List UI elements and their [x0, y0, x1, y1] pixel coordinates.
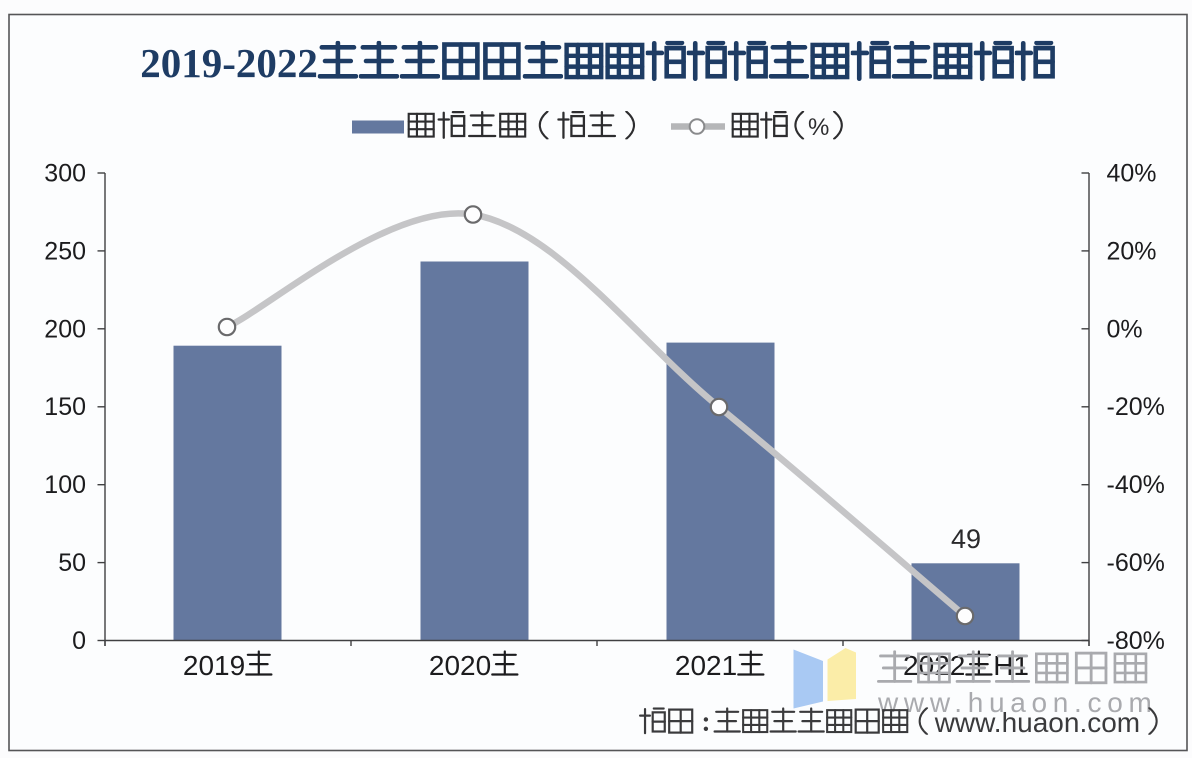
svg-text:0: 0 [72, 627, 86, 655]
svg-text:2021: 2021 [675, 650, 737, 681]
svg-text:20%: 20% [1107, 237, 1157, 265]
svg-text:49: 49 [951, 524, 981, 554]
svg-text:40%: 40% [1107, 160, 1157, 188]
svg-text:-80%: -80% [1107, 627, 1165, 655]
svg-text:0%: 0% [1107, 315, 1143, 343]
svg-text:200: 200 [44, 315, 86, 343]
svg-text:2022: 2022 [903, 650, 965, 681]
svg-text:www.huaon.com: www.huaon.com [934, 707, 1140, 738]
svg-text:50: 50 [58, 549, 86, 577]
svg-text:-60%: -60% [1107, 549, 1165, 577]
svg-text:300: 300 [44, 160, 86, 188]
svg-text:250: 250 [44, 237, 86, 265]
svg-text:2019-2022: 2019-2022 [140, 40, 318, 86]
svg-text:-40%: -40% [1107, 471, 1165, 499]
svg-text:-20%: -20% [1107, 393, 1165, 421]
svg-text:2020: 2020 [429, 650, 491, 681]
svg-text:2019: 2019 [183, 650, 245, 681]
svg-text:%: % [808, 114, 829, 141]
svg-text:100: 100 [44, 471, 86, 499]
svg-text:150: 150 [44, 393, 86, 421]
